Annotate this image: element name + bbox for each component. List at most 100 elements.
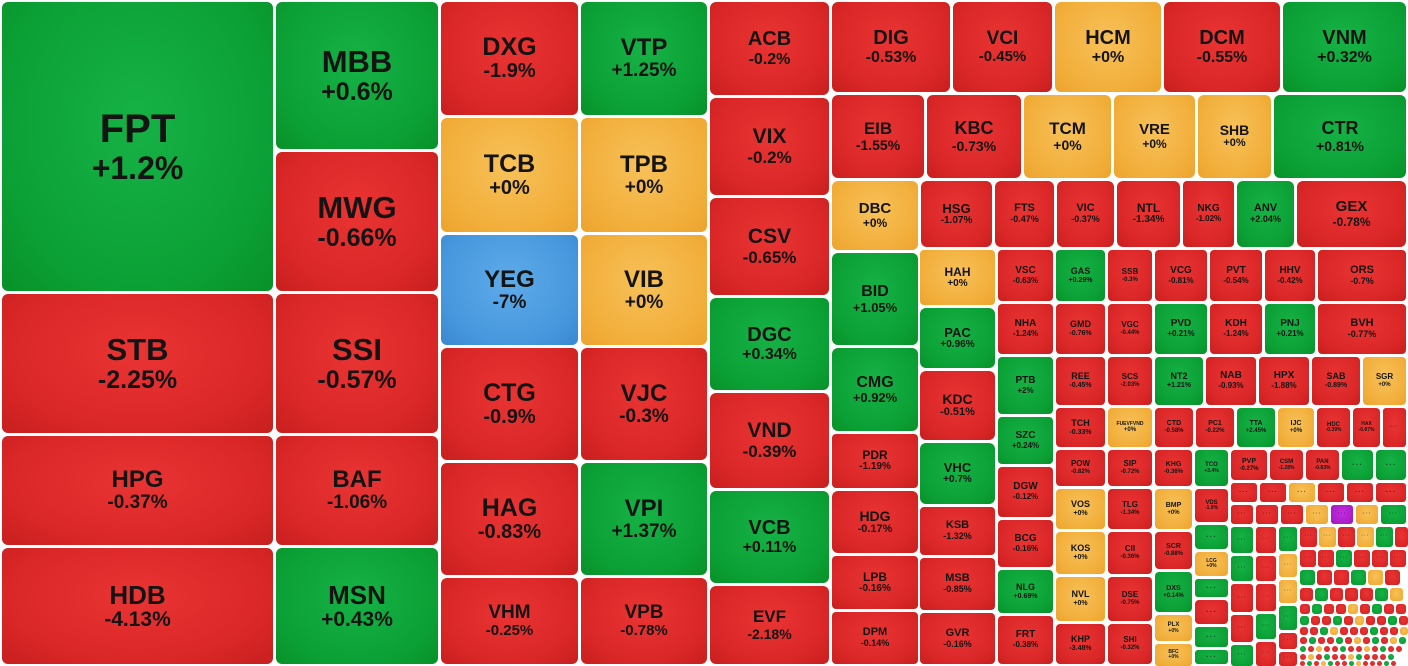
- mosaic-tile[interactable]: [1316, 646, 1322, 652]
- mosaic-tile[interactable]: ···: [1338, 527, 1355, 547]
- cell-VGC[interactable]: VGC -0.44%: [1108, 304, 1152, 354]
- cell-VCG[interactable]: VCG -0.81%: [1155, 250, 1207, 301]
- mosaic-tile[interactable]: [1300, 646, 1306, 652]
- cell-NKG[interactable]: NKG -1.02%: [1183, 181, 1234, 247]
- mosaic-tile[interactable]: ···: [1279, 606, 1297, 630]
- cell-NT2[interactable]: NT2 +1.21%: [1155, 357, 1203, 405]
- mosaic-tile[interactable]: [1300, 588, 1313, 601]
- mosaic-tile[interactable]: [1377, 661, 1382, 666]
- mosaic-tile[interactable]: [1334, 570, 1349, 585]
- cell-IJC[interactable]: IJC +0%: [1278, 408, 1314, 447]
- cell-PVP[interactable]: PVP -0.27%: [1231, 450, 1267, 480]
- cell-HPG[interactable]: HPG -0.37%: [2, 436, 273, 545]
- mosaic-tile[interactable]: ···: [1336, 550, 1352, 567]
- cell-VJC[interactable]: VJC -0.3%: [581, 348, 707, 460]
- cell-HAG[interactable]: HAG -0.83%: [441, 463, 578, 575]
- cell-KDC[interactable]: KDC -0.51%: [920, 371, 995, 440]
- mosaic-tile[interactable]: [1370, 627, 1378, 635]
- cell-FRT[interactable]: FRT -0.38%: [998, 616, 1053, 664]
- cell-GMD[interactable]: GMD -0.76%: [1056, 304, 1105, 354]
- mosaic-tile[interactable]: ···: [1300, 527, 1317, 547]
- cell-TPB[interactable]: TPB +0%: [581, 118, 707, 232]
- mosaic-tile[interactable]: [1340, 627, 1348, 635]
- cell-GVR[interactable]: GVR -0.16%: [920, 613, 995, 664]
- cell-GAS[interactable]: GAS +0.29%: [1056, 250, 1105, 301]
- mosaic-tile[interactable]: ···: [1381, 505, 1406, 524]
- mosaic-tile[interactable]: ···: [1318, 483, 1344, 502]
- mosaic-tile[interactable]: ···: [1347, 483, 1373, 502]
- mosaic-tile[interactable]: ···: [1195, 600, 1228, 624]
- mosaic-tile[interactable]: [1363, 637, 1370, 644]
- mosaic-tile[interactable]: ···: [1390, 550, 1406, 567]
- mosaic-tile[interactable]: [1321, 661, 1326, 666]
- mosaic-tile[interactable]: [1300, 654, 1306, 660]
- cell-VND[interactable]: VND -0.39%: [710, 393, 829, 488]
- cell-PLX[interactable]: PLX +0%: [1155, 615, 1192, 641]
- mosaic-tile[interactable]: [1390, 637, 1397, 644]
- mosaic-tile[interactable]: [1355, 616, 1364, 625]
- mosaic-tile[interactable]: ···: [1331, 505, 1353, 524]
- mosaic-tile[interactable]: ···: [1256, 642, 1276, 666]
- mosaic-tile[interactable]: [1348, 654, 1354, 660]
- mosaic-tile[interactable]: [1336, 637, 1343, 644]
- mosaic-tile[interactable]: ···: [1231, 615, 1253, 642]
- mosaic-tile[interactable]: [1368, 570, 1383, 585]
- mosaic-tile[interactable]: ···: [1383, 408, 1406, 447]
- mosaic-tile[interactable]: [1380, 654, 1386, 660]
- mosaic-tile[interactable]: [1390, 627, 1398, 635]
- cell-PAC[interactable]: PAC +0.96%: [920, 308, 995, 368]
- mosaic-tile[interactable]: ···: [1260, 483, 1286, 502]
- cell-KBC[interactable]: KBC -0.73%: [927, 95, 1021, 178]
- mosaic-tile[interactable]: [1366, 616, 1375, 625]
- mosaic-tile[interactable]: ···: [1354, 550, 1370, 567]
- cell-LPB[interactable]: LPB -0.16%: [832, 556, 918, 609]
- cell-SIP[interactable]: SIP -0.72%: [1108, 450, 1152, 486]
- mosaic-tile[interactable]: [1330, 588, 1343, 601]
- cell-KHG[interactable]: KHG -0.36%: [1155, 450, 1192, 486]
- mosaic-tile[interactable]: [1348, 646, 1354, 652]
- mosaic-tile[interactable]: [1375, 588, 1388, 601]
- mosaic-tile[interactable]: [1330, 627, 1338, 635]
- mosaic-tile[interactable]: [1300, 570, 1315, 585]
- mosaic-tile[interactable]: [1399, 616, 1408, 625]
- mosaic-tile[interactable]: [1356, 646, 1362, 652]
- cell-DBC[interactable]: DBC +0%: [832, 181, 918, 250]
- cell-VOS[interactable]: VOS +0%: [1056, 489, 1105, 529]
- mosaic-tile[interactable]: [1363, 661, 1368, 666]
- mosaic-tile[interactable]: [1318, 637, 1325, 644]
- mosaic-tile[interactable]: [1399, 637, 1406, 644]
- mosaic-tile[interactable]: [1390, 588, 1403, 601]
- cell-SAB[interactable]: SAB -0.89%: [1312, 357, 1360, 405]
- mosaic-tile[interactable]: [1388, 616, 1397, 625]
- mosaic-tile[interactable]: [1360, 627, 1368, 635]
- mosaic-tile[interactable]: ···: [1195, 650, 1228, 664]
- mosaic-tile[interactable]: [1372, 604, 1382, 614]
- cell-VIB[interactable]: VIB +0%: [581, 235, 707, 345]
- cell-FTS[interactable]: FTS -0.47%: [995, 181, 1054, 247]
- mosaic-tile[interactable]: [1309, 637, 1316, 644]
- mosaic-tile[interactable]: ···: [1231, 556, 1253, 581]
- cell-DXS[interactable]: DXS +0.14%: [1155, 572, 1192, 612]
- mosaic-tile[interactable]: [1332, 654, 1338, 660]
- cell-TCH[interactable]: TCH -0.33%: [1056, 408, 1105, 447]
- mosaic-tile[interactable]: [1310, 627, 1318, 635]
- cell-TCB[interactable]: TCB +0%: [441, 118, 578, 232]
- cell-CII[interactable]: CII -0.36%: [1108, 532, 1152, 574]
- cell-DGW[interactable]: DGW -0.12%: [998, 467, 1053, 517]
- cell-REE[interactable]: REE -0.45%: [1056, 357, 1105, 405]
- cell-VNM[interactable]: VNM +0.32%: [1283, 2, 1406, 92]
- mosaic-tile[interactable]: [1314, 661, 1319, 666]
- mosaic-tile[interactable]: [1336, 604, 1346, 614]
- mosaic-tile[interactable]: ···: [1319, 527, 1336, 547]
- mosaic-tile[interactable]: [1380, 646, 1386, 652]
- mosaic-tile[interactable]: ···: [1279, 580, 1297, 603]
- cell-HDG[interactable]: HDG -0.17%: [832, 491, 918, 553]
- mosaic-tile[interactable]: ···: [1195, 579, 1228, 597]
- mosaic-tile[interactable]: [1372, 654, 1378, 660]
- mosaic-tile[interactable]: [1324, 654, 1330, 660]
- mosaic-tile[interactable]: ···: [1279, 527, 1297, 551]
- mosaic-tile[interactable]: [1391, 661, 1396, 666]
- mosaic-tile[interactable]: [1396, 646, 1402, 652]
- cell-PAN[interactable]: PAN -0.83%: [1306, 450, 1339, 480]
- cell-ORS[interactable]: ORS -0.7%: [1318, 250, 1406, 301]
